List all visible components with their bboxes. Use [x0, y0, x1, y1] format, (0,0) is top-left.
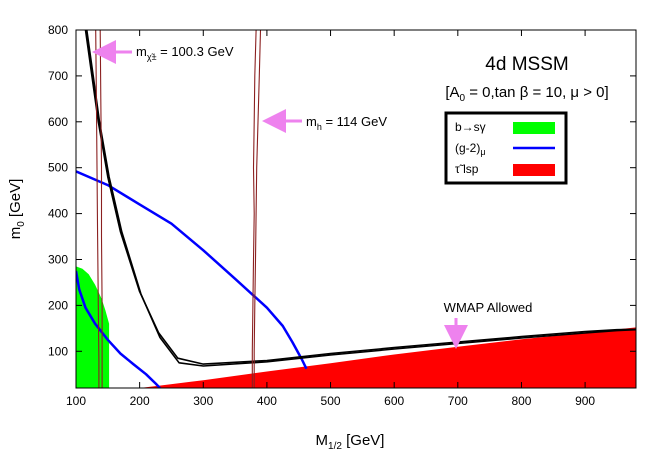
higgs-label: mh = 114 GeV [306, 114, 387, 132]
g2-upper-line [76, 170, 308, 370]
legend-label-bsg: b→sγ [455, 120, 486, 134]
legend: b→sγ (g-2)μ τ̃ lsp [444, 111, 568, 185]
y-tick-label: 300 [48, 252, 68, 266]
x-tick-label: 100 [66, 394, 86, 408]
annotation-chargino: mχ̃± = 100.3 GeV [92, 40, 234, 64]
y-tick-label: 800 [48, 23, 68, 37]
chart-title: 4d MSSM [485, 54, 568, 75]
y-tick-label: 100 [48, 344, 68, 358]
annotation-wmap: WMAP Allowed [444, 300, 533, 349]
y-tick-label: 700 [48, 69, 68, 83]
x-tick-label: 300 [193, 394, 213, 408]
chargino-right-line [99, 30, 103, 388]
x-axis-label: M1/2 [GeV] [316, 432, 385, 452]
legend-label-g2: (g-2)μ [455, 141, 486, 157]
bsg-region [76, 266, 110, 388]
x-tick-label: 500 [321, 394, 341, 408]
plot-frame [75, 29, 637, 389]
chargino-label: mχ̃± = 100.3 GeV [136, 44, 234, 62]
x-tick-label: 700 [448, 394, 468, 408]
x-tick-label: 800 [511, 394, 531, 408]
stau-region [76, 327, 636, 388]
legend-label-stau: τ̃ lsp [455, 162, 479, 176]
higgs-left-line [251, 30, 257, 388]
y-tick-label: 600 [48, 115, 68, 129]
legend-swatch-stau [513, 164, 555, 176]
chart-subtitle: [A0 = 0,tan β = 10, μ > 0] [445, 84, 608, 104]
y-tick-label: 200 [48, 298, 68, 312]
chargino-left-line [95, 30, 100, 388]
x-tick-label: 600 [384, 394, 404, 408]
x-tick-label: 900 [575, 394, 595, 408]
y-tick-label: 400 [48, 207, 68, 221]
annotation-higgs: mh = 114 GeV [262, 109, 387, 133]
legend-swatch-bsg [513, 122, 555, 134]
higgs-right-line [253, 30, 262, 388]
x-tick-label: 200 [130, 394, 150, 408]
x-tick-label: 400 [257, 394, 277, 408]
g2-lower-line [76, 270, 161, 388]
wmap-label: WMAP Allowed [444, 300, 533, 315]
y-axis-label: m0 [GeV] [7, 179, 27, 240]
wmap-strip-lower-line [86, 30, 636, 367]
y-tick-label: 500 [48, 161, 68, 175]
wmap-strip-upper-line [84, 30, 636, 365]
